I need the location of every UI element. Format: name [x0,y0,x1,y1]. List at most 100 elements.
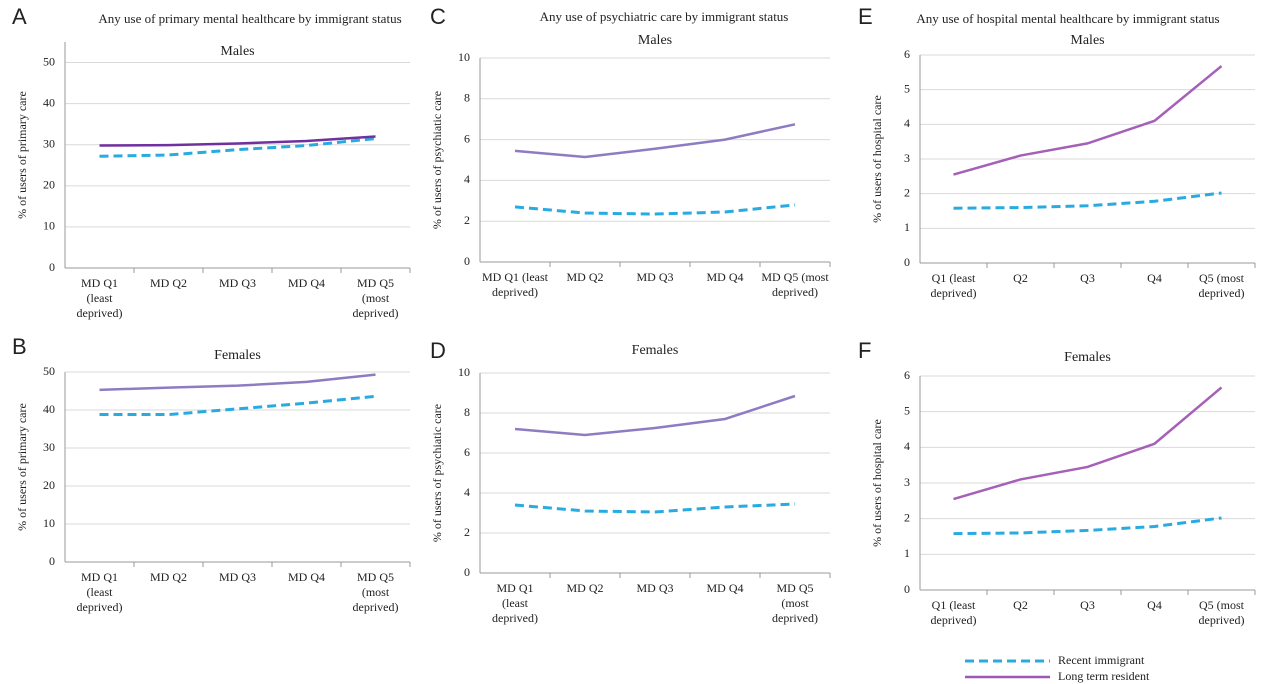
y-tick-label: 0 [49,260,55,274]
legend-label: Long term resident [1058,669,1150,683]
y-tick-label: 0 [904,255,910,269]
x-tick-label: deprived) [492,611,538,625]
y-tick-label: 20 [43,178,55,192]
x-tick-label: MD Q2 [566,270,603,284]
series-line [514,203,796,216]
x-tick-label: Q3 [1080,598,1095,612]
x-tick-label: Q5 (most [1199,598,1245,612]
y-tick-label: 8 [464,405,470,419]
y-axis-label: % of users of hospital care [870,419,884,547]
x-tick-label: Q4 [1147,598,1162,612]
panel-letter: D [430,338,446,363]
y-axis-label: % of users of primary care [15,91,29,219]
x-tick-label: deprived) [77,306,123,320]
x-tick-label: MD Q3 [219,570,256,584]
x-tick-label: MD Q5 [357,570,394,584]
y-tick-label: 50 [43,54,55,68]
x-tick-label: Q5 (most [1199,271,1245,285]
y-tick-label: 1 [904,220,910,234]
x-tick-label: deprived) [1199,613,1245,627]
y-axis-label: % of users of primary care [15,403,29,531]
x-tick-label: MD Q2 [150,570,187,584]
y-tick-label: 4 [464,485,470,499]
x-tick-label: Q3 [1080,271,1095,285]
x-tick-label: MD Q4 [288,276,325,290]
x-tick-label: MD Q1 [81,276,118,290]
y-tick-label: 10 [458,365,470,379]
y-axis-label: % of users of psychiatic care [430,404,444,542]
y-tick-label: 2 [904,510,910,524]
chart-subtitle: Females [1064,350,1111,365]
x-tick-label: deprived) [931,613,977,627]
x-tick-label: MD Q3 [636,581,673,595]
panel-letter: F [858,338,871,363]
x-tick-label: Q4 [1147,271,1162,285]
x-tick-label: Q1 (least [932,271,976,285]
legend-label: Recent immigrant [1058,653,1145,667]
x-tick-label: MD Q5 [776,581,813,595]
series-line [953,191,1222,210]
x-tick-label: MD Q2 [150,276,187,290]
y-axis-label: % of users of hospital care [870,95,884,223]
y-tick-label: 4 [464,172,470,186]
x-tick-label: MD Q4 [706,581,743,595]
y-tick-label: 3 [904,475,910,489]
x-tick-label: MD Q4 [288,570,325,584]
series-line [953,65,1223,176]
y-tick-label: 6 [904,368,910,382]
panel-letter: C [430,4,446,29]
y-tick-label: 30 [43,440,55,454]
x-tick-label: Q2 [1013,271,1028,285]
series-line [514,502,796,514]
y-tick-label: 40 [43,402,55,416]
x-tick-label: deprived) [931,286,977,300]
y-tick-label: 0 [464,565,470,579]
chart-subtitle: Females [214,348,261,363]
series-line [514,123,796,159]
x-tick-label: Q2 [1013,598,1028,612]
series-line [99,373,376,392]
y-tick-label: 6 [904,47,910,61]
x-tick-label: MD Q1 (least [482,270,549,284]
x-tick-label: MD Q1 [81,570,118,584]
panel-letter: B [12,334,27,359]
y-tick-label: 4 [904,116,910,130]
chart-subtitle: Females [632,343,679,358]
y-tick-label: 2 [464,213,470,227]
y-tick-label: 20 [43,478,55,492]
x-tick-label: (most [362,585,390,599]
series-line [953,386,1223,501]
chart-subtitle: Males [220,44,254,59]
chart-title: Any use of psychiatric care by immigrant… [540,9,789,24]
y-tick-label: 40 [43,95,55,109]
x-tick-label: (most [362,291,390,305]
y-tick-label: 30 [43,136,55,150]
y-tick-label: 10 [458,50,470,64]
x-tick-label: MD Q4 [706,270,743,284]
y-tick-label: 4 [904,439,910,453]
y-axis-label: % of users of psychiatic care [430,91,444,229]
chart-title: Any use of primary mental healthcare by … [98,11,401,26]
x-tick-label: MD Q2 [566,581,603,595]
series-line [99,135,376,147]
y-tick-label: 0 [464,254,470,268]
x-tick-label: MD Q5 (most [761,270,829,284]
y-tick-label: 6 [464,131,470,145]
chart-subtitle: Males [1070,33,1104,48]
x-tick-label: deprived) [492,285,538,299]
y-tick-label: 2 [464,525,470,539]
series-line [99,137,376,158]
y-tick-label: 0 [49,554,55,568]
x-tick-label: deprived) [353,306,399,320]
x-tick-label: deprived) [772,285,818,299]
x-tick-label: deprived) [77,600,123,614]
x-tick-label: deprived) [1199,286,1245,300]
y-tick-label: 2 [904,185,910,199]
series-line [953,516,1222,536]
x-tick-label: MD Q1 [496,581,533,595]
x-tick-label: (least [502,596,529,610]
x-tick-label: MD Q3 [636,270,673,284]
x-tick-label: (least [87,291,114,305]
x-tick-label: deprived) [772,611,818,625]
